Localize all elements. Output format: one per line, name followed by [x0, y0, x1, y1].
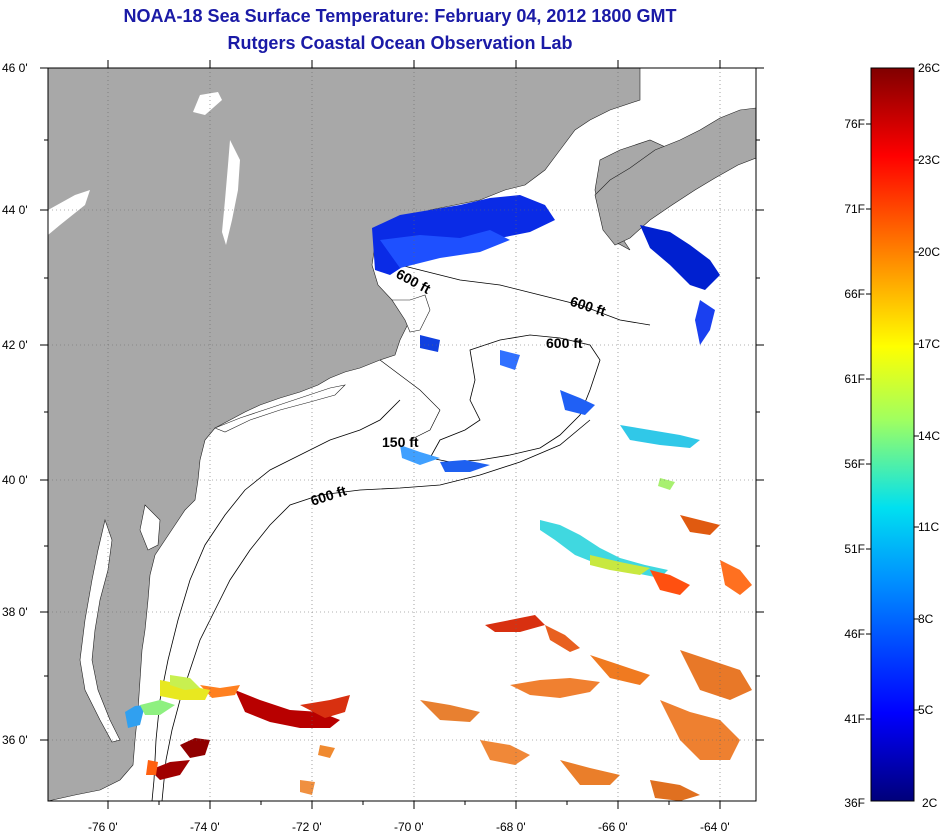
map-subtitle: Rutgers Coastal Ocean Observation Lab	[227, 33, 573, 53]
lat-label-38: 38 0'	[2, 605, 28, 619]
lon-label-64: -64 0'	[700, 820, 730, 834]
colorbar-f-label: 41F	[844, 712, 865, 726]
delaware-bay	[139, 504, 161, 551]
colorbar-c-label: 14C	[918, 429, 941, 443]
lat-label-42: 42 0'	[2, 338, 28, 352]
lat-label-40: 40 0'	[2, 473, 28, 487]
cape-cod	[391, 294, 431, 333]
colorbar-f-label: 46F	[844, 627, 865, 641]
colorbar-c-label: 23C	[918, 153, 941, 167]
axis-ticks	[40, 60, 764, 809]
colorbar-f-label: 66F	[844, 287, 865, 301]
lon-label-72: -72 0'	[292, 820, 322, 834]
plot-frame	[47, 67, 757, 802]
lon-label-70: -70 0'	[394, 820, 424, 834]
lon-label-74: -74 0'	[190, 820, 220, 834]
contour-label-4: 150 ft	[382, 434, 419, 450]
colorbar-c-label: 2C	[922, 796, 938, 810]
colorbar-f-label: 51F	[844, 542, 865, 556]
colorbar-f-label: 56F	[844, 457, 865, 471]
land-new-england	[48, 68, 641, 801]
depth-contour-inner	[379, 359, 441, 441]
inland-lake	[48, 190, 90, 235]
land-nova-scotia	[594, 107, 756, 246]
lon-label-66: -66 0'	[598, 820, 628, 834]
lat-label-36: 36 0'	[2, 733, 28, 747]
colorbar-c-label: 8C	[918, 612, 934, 626]
colorbar	[870, 67, 915, 802]
colorbar-c-label: 26C	[918, 61, 941, 75]
long-island-sound	[214, 384, 346, 433]
lat-label-44: 44 0'	[2, 203, 28, 217]
depth-contour-shelf-150	[151, 399, 401, 801]
sst-data	[125, 195, 752, 801]
map-title: NOAA-18 Sea Surface Temperature: Februar…	[123, 6, 677, 26]
depth-contour-gulf	[379, 259, 651, 326]
colorbar-c-label: 5C	[918, 703, 934, 717]
colorbar-f-label: 71F	[844, 202, 865, 216]
lon-label-76: -76 0'	[88, 820, 118, 834]
colorbar-c-label: 11C	[918, 520, 940, 534]
lon-label-68: -68 0'	[496, 820, 526, 834]
colorbar-c-label: 20C	[918, 245, 941, 259]
colorbar-c-label: 17C	[918, 337, 941, 351]
inland-lake-3	[193, 92, 222, 115]
colorbar-ticks	[866, 123, 919, 720]
inland-lake-2	[222, 140, 240, 245]
lat-label-46: 46 0'	[2, 61, 28, 75]
colorbar-f-label: 36F	[844, 796, 865, 810]
contour-label-3: 600 ft	[546, 335, 583, 351]
colorbar-f-label: 76F	[844, 117, 865, 131]
depth-contour-georges	[429, 334, 601, 463]
colorbar-f-label: 61F	[844, 372, 865, 386]
